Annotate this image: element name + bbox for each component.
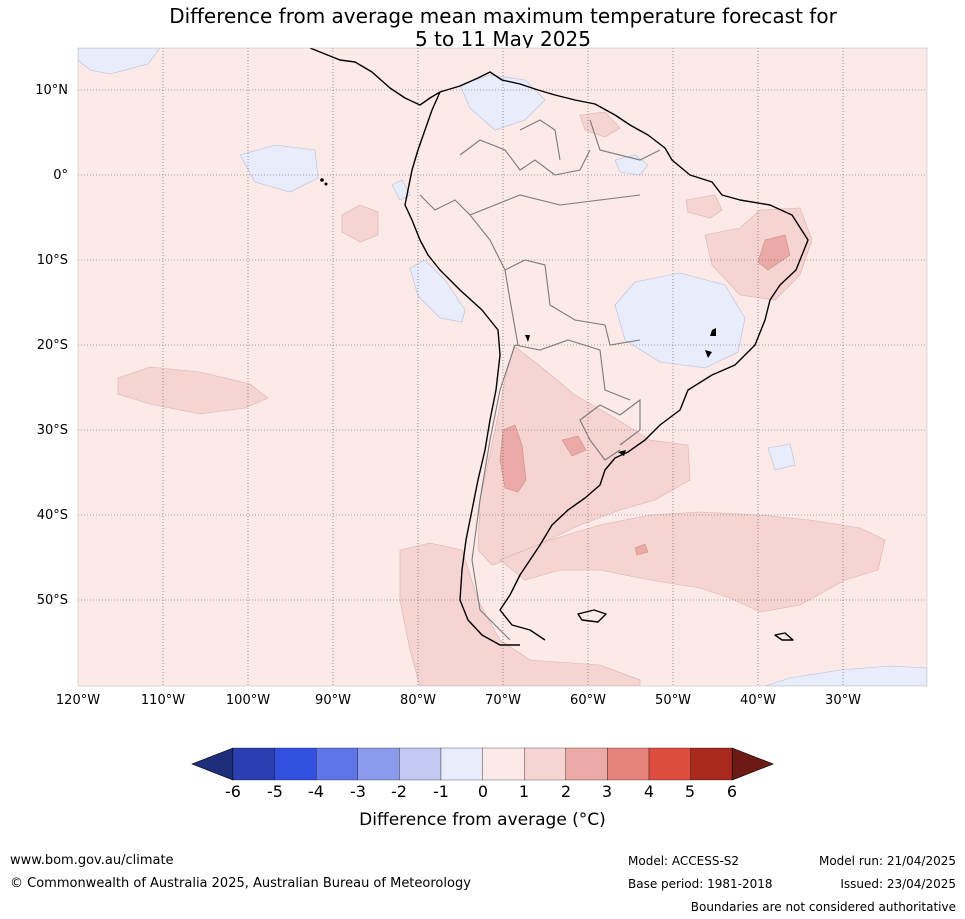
model-run-text: Model run: 21/04/2025 [818,854,956,868]
lon-label-100w: 100°W [225,693,271,708]
lat-label-20s: 20°S [36,338,68,353]
islands-and-lakes [320,178,716,456]
colorbar-segment [232,747,275,781]
colorbar-tick: 2 [560,782,572,801]
colorbar-tick: -3 [350,782,366,801]
colorbar-tick: -1 [433,782,449,801]
warm-anomaly-amazon [685,194,723,219]
map-title: Difference from average mean maximum tem… [78,5,928,51]
colorbar-segment [690,747,733,781]
copyright-text: © Commonwealth of Australia 2025, Austra… [10,876,471,891]
lat-label-0: 0° [53,168,68,183]
colorbar-segment [316,747,358,781]
colorbar-tick: 3 [601,782,613,801]
lon-label-120w: 120°W [55,693,101,708]
cool-anomaly-uruguay-coast [767,443,796,471]
warm-anomaly-brazil-core [757,234,791,271]
colorbar-arrow-low [191,747,234,781]
country-borders [419,119,661,641]
base-period-text: Base period: 1981-2018 [628,877,773,891]
cool-anomaly-brazil-central [614,272,746,369]
coastlines [309,48,809,646]
colorbar-tick: -6 [225,782,241,801]
title-line-2: 5 to 11 May 2025 [415,27,591,51]
cool-anomaly-eastern-pacific [239,144,319,193]
lon-label-110w: 110°W [140,693,186,708]
colorbar-tick: 1 [518,782,530,801]
lat-label-30s: 30°S [36,423,68,438]
lon-label-70w: 70°W [485,693,521,708]
map-frame [77,47,928,687]
lat-label-40s: 40°S [36,508,68,523]
disclaimer-text: Boundaries are not considered authoritat… [690,900,956,914]
warm-anomaly-pacific-west [117,366,269,415]
title-line-1: Difference from average mean maximum tem… [169,4,837,28]
lon-label-60w: 60°W [570,693,606,708]
colorbar-tick: -5 [267,782,283,801]
colorbar-segment [399,747,442,781]
lon-label-80w: 80°W [400,693,436,708]
colorbar-segment [607,747,650,781]
colorbar-segment [440,747,483,781]
lat-label-50s: 50°S [36,593,68,608]
map-gridlines [78,48,927,686]
colorbar-tick: 0 [477,782,489,801]
caribbean-coast [439,71,809,301]
lat-label-10s: 10°S [36,253,68,268]
lon-label-50w: 50°W [655,693,691,708]
colorbar-tick: -2 [391,782,407,801]
warm-anomaly-pacific-east [341,204,379,243]
central-america-coast [309,48,441,106]
colorbar-segment [648,747,691,781]
warm-anomaly-argentina-core [499,424,527,493]
lon-label-90w: 90°W [315,693,351,708]
pacific-coast [404,91,520,646]
colorbar-tick: -4 [308,782,324,801]
brazil-atlantic-coast [499,299,771,641]
colorbar-arrow-high [731,747,775,781]
lat-label-10n: 10°N [35,83,68,98]
warm-anomaly-south-pacific [399,542,641,686]
colorbar-tick: 4 [643,782,655,801]
lon-label-40w: 40°W [740,693,776,708]
model-text: Model: ACCESS-S2 [628,854,740,868]
colorbar-tick: 6 [726,782,738,801]
warm-anomaly-brazil-northeast [704,207,813,301]
warm-anomaly-guiana [579,111,621,138]
warm-anomaly-south-atlantic [499,511,886,613]
warm-anomaly-atlantic-core [634,543,649,556]
colorbar-segment [357,747,400,781]
colorbar-label: Difference from average (°C) [359,810,606,830]
colorbar-tick: 5 [684,782,696,801]
lon-label-30w: 30°W [825,693,861,708]
issued-text: Issued: 23/04/2025 [840,877,956,891]
colorbar-segment [274,747,317,781]
colorbar-segment [565,747,608,781]
cool-anomaly-peru-coast [409,259,466,323]
website-link[interactable]: www.bom.gov.au/climate [10,853,174,868]
south-georgia [774,632,794,641]
colorbar-segment [524,747,566,781]
falklands [577,609,607,623]
cool-anomaly-south-atlantic-east [764,665,927,686]
cool-anomaly-galapagos [391,179,411,201]
warm-anomaly-uruguay-core [561,435,587,457]
colorbar-segment [482,747,525,781]
cool-anomaly-northwest-corner [78,48,161,75]
colorbar [191,747,775,781]
